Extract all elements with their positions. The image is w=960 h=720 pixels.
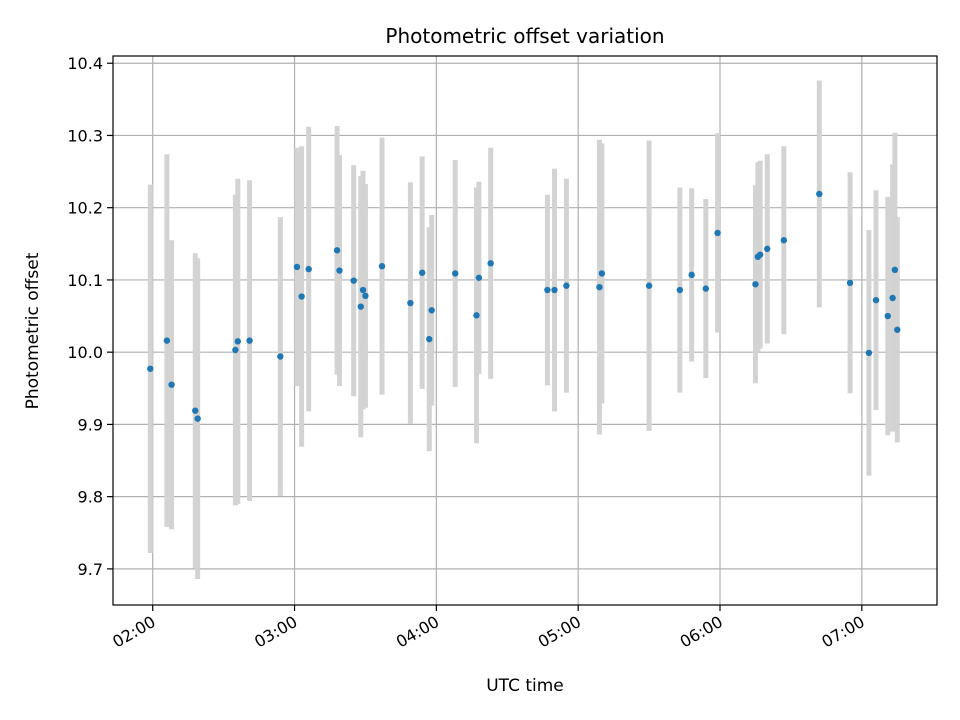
data-point (756, 251, 764, 258)
data-point (232, 346, 239, 354)
data-point (336, 267, 343, 274)
data-point (192, 407, 199, 414)
y-tick-label: 10.2 (67, 199, 103, 218)
data-point (234, 338, 242, 345)
data-point (891, 266, 899, 274)
y-axis-ticks: 9.7 9.8 9.9 10.0 10.1 10.2 10.3 10.4 (67, 54, 113, 579)
data-point (473, 312, 480, 319)
data-point (246, 337, 253, 344)
data-point (865, 349, 873, 357)
y-tick-label: 9.7 (78, 560, 103, 579)
data-point (688, 271, 695, 279)
chart-title: Photometric offset variation (385, 24, 664, 48)
plot-frame (112, 55, 938, 606)
data-point (378, 263, 386, 270)
data-point (418, 269, 426, 276)
data-point (596, 283, 603, 291)
y-tick-label: 10.1 (67, 271, 103, 290)
data-point (551, 286, 558, 294)
x-axis-label: UTC time (486, 676, 564, 696)
data-point (293, 263, 301, 271)
data-point (407, 299, 414, 307)
data-point (168, 381, 175, 388)
y-tick-label: 9.9 (78, 415, 103, 434)
data-point (298, 293, 305, 300)
data-point (487, 260, 494, 267)
data-point (598, 270, 606, 277)
data-point (475, 274, 483, 281)
data-point (357, 303, 364, 310)
y-tick-label: 10.0 (67, 343, 103, 362)
y-tick-label: 9.8 (78, 488, 103, 507)
data-point (426, 335, 433, 343)
data-point (816, 190, 823, 198)
data-point (752, 281, 759, 288)
data-point (889, 294, 896, 302)
data-point (350, 277, 357, 284)
data-point (846, 279, 854, 287)
data-point (147, 365, 154, 372)
data-point (277, 353, 284, 360)
data-point (563, 282, 570, 289)
data-point (714, 229, 721, 237)
data-point (544, 286, 551, 294)
data-point (894, 326, 901, 333)
data-point (305, 265, 312, 273)
data-point (676, 286, 684, 294)
data-points (147, 190, 901, 422)
data-point (362, 292, 369, 300)
data-point (428, 307, 435, 314)
data-point (645, 282, 653, 289)
data-point (872, 296, 880, 304)
data-point (333, 247, 341, 254)
data-point (884, 312, 891, 320)
data-point (452, 270, 459, 277)
data-point (764, 245, 771, 253)
data-point (163, 337, 171, 344)
y-tick-label: 10.3 (67, 126, 103, 145)
y-axis-label: Photometric offset (23, 252, 43, 409)
data-point (702, 285, 710, 292)
data-point (359, 286, 367, 294)
data-point (780, 237, 788, 244)
data-point (194, 415, 201, 422)
y-tick-label: 10.4 (67, 54, 103, 73)
